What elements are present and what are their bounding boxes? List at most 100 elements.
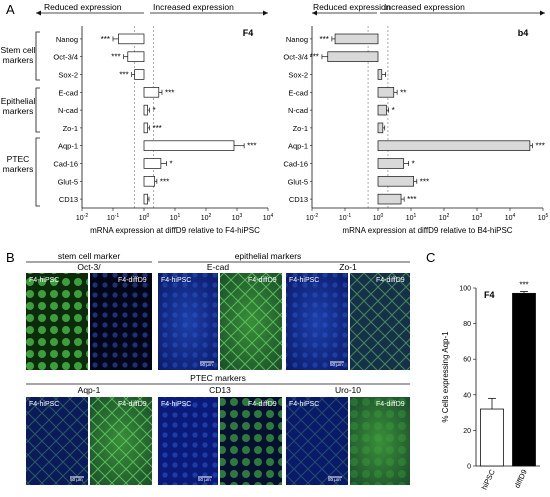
x-tick-label: 100 — [373, 213, 384, 222]
x-tick-label: 10-2 — [76, 213, 88, 222]
significance-mark: *** — [160, 177, 169, 186]
category-label: Cad-16 — [283, 160, 308, 169]
tag-diff-4: F4-diffD9 — [118, 401, 147, 408]
micro-zo1-hipsc: F4-hiPSC 50 µm — [286, 273, 348, 370]
bar — [143, 87, 160, 98]
bar — [127, 51, 145, 62]
significance-mark: *** — [535, 142, 544, 151]
significance-mark: *** — [407, 195, 416, 204]
x-tick-label: 10-1 — [339, 213, 351, 222]
significance-mark: *** — [119, 71, 128, 80]
tag-hipsc-6: F4-hiPSC — [289, 401, 319, 408]
chart-aqp1-percent: 0 20 40 60 80 100 % Cells expressing Aqp-1 F4 hi… — [441, 281, 540, 491]
x-axis-label: mRNA expression at diffD9 relative to B4… — [342, 226, 512, 235]
micro-oct-hipsc: F4-hiPSC — [26, 273, 88, 370]
ptec-marker-uro10: Uro-10 — [335, 385, 361, 395]
tag-hipsc-3: F4-hiPSC — [289, 277, 319, 284]
category-label: Nanog — [56, 35, 78, 44]
chart-title: b4 — [518, 28, 529, 38]
tag-diff-6: F4-diffD9 — [376, 401, 405, 408]
category-label: N-cad — [288, 106, 308, 115]
bar — [377, 104, 387, 116]
scale-bar-uro10: 50 µm — [328, 477, 341, 482]
significance-mark: * — [169, 160, 172, 169]
significance-mark: *** — [152, 124, 161, 133]
y-tick-label: 40 — [463, 392, 471, 399]
tag-hipsc-2: F4-hiPSC — [161, 277, 191, 284]
panel-c-label: C — [426, 250, 435, 265]
category-label: Glut-5 — [58, 177, 78, 186]
significance-mark: *** — [101, 35, 110, 44]
bar — [377, 140, 531, 151]
significance-mark: ** — [400, 88, 406, 97]
category-label: CD13 — [289, 195, 308, 204]
significance-mark: *** — [320, 35, 329, 44]
group-epi-label-1: Epithelial — [1, 96, 36, 106]
x-axis-label: mRNA expression at diffD9 relative to F4… — [90, 226, 260, 235]
y-axis-label: % Cells expressing Aqp-1 — [441, 331, 450, 423]
reduced-label-left: Reduced expression — [44, 2, 122, 12]
x-tick-label: 101 — [170, 213, 181, 222]
increased-label-left: Increased expression — [153, 2, 234, 12]
scale-bar-aqp1: 50 µm — [70, 477, 83, 482]
significance-mark: *** — [310, 53, 319, 62]
epithelial-section: epithelial markers E-cad Zo-1 F4-hiPSC 5… — [158, 251, 410, 370]
category-label: Aqp-1 — [58, 142, 78, 151]
panel-a-label: A — [6, 2, 15, 17]
micro-cd13-diff: F4-diffD9 — [220, 397, 282, 485]
category-label: Aqp-1 — [288, 142, 308, 151]
category-label: E-cad — [58, 88, 78, 97]
x-tick-label: 103 — [232, 213, 243, 222]
tag-hipsc-1: F4-hiPSC — [29, 277, 59, 284]
chart-f4-expression: F4 Nanog *** Oct-3/4 *** Sox-2 *** E-cad *** N-ca… — [53, 26, 274, 235]
bar — [377, 87, 395, 98]
direction-arrows-right: Reduced expression Increased expression — [312, 2, 545, 16]
tag-hipsc-4: F4-hiPSC — [29, 401, 59, 408]
chart-title: F4 — [484, 290, 495, 300]
x-tick-label: 10-1 — [107, 213, 119, 222]
x-tick-label: 10-2 — [306, 213, 318, 222]
micro-ecad-diff: F4-diffD9 — [220, 273, 282, 370]
bar — [143, 104, 148, 116]
category-label: Sox-2 — [288, 71, 308, 80]
epi-marker-ecad: E-cad — [207, 262, 229, 272]
category-label: Oct-3/4 — [53, 53, 78, 62]
bar — [143, 176, 155, 187]
micro-uro10-diff: F4-diffD9 — [350, 397, 410, 485]
category-label: Oct-3/4 — [283, 53, 308, 62]
category-label: N-cad — [58, 106, 78, 115]
group-ptec-label-2: markers — [3, 164, 34, 174]
ptec-marker-aqp1: Aqp-1 — [78, 385, 101, 395]
micro-aqp1-diff: F4-diffD9 — [90, 397, 152, 485]
x-tick-label: 100 — [139, 213, 150, 222]
tag-diff-5: F4-diffD9 — [248, 401, 277, 408]
panel-b-label: B — [6, 250, 15, 265]
bar — [377, 69, 383, 80]
micro-oct-diff: F4-diffD9 — [90, 273, 152, 370]
bar — [377, 122, 384, 134]
category-label: Cad-16 — [53, 160, 78, 169]
significance-mark: *** — [111, 53, 120, 62]
category-label: Glut-5 — [288, 177, 308, 186]
significance-mark: *** — [247, 142, 256, 151]
bar — [512, 292, 536, 467]
micro-aqp1-hipsc: F4-hiPSC 50 µm — [26, 397, 88, 485]
significance-mark: * — [152, 106, 155, 115]
stem-marker-label: Oct-3/ — [77, 262, 101, 272]
group-labels: Stem cell markers Epithelial markers PTE… — [1, 31, 40, 207]
significance-mark: * — [392, 106, 395, 115]
bar — [143, 140, 235, 151]
bar — [334, 33, 379, 45]
group-epi-label-2: markers — [3, 106, 34, 116]
scale-bar-zo1: 50 µm — [330, 362, 343, 367]
category-label: CD13 — [59, 195, 78, 204]
significance-mark: *** — [165, 88, 174, 97]
micro-cd13-hipsc: F4-hiPSC 50 µm — [158, 397, 218, 485]
tag-diff-1: F4-diffD9 — [118, 277, 147, 284]
x-tick-label: 102 — [201, 213, 212, 222]
ptec-header: PTEC markers — [190, 373, 246, 383]
increased-label-right: Increased expression — [384, 2, 465, 12]
category-label: Sox-2 — [58, 71, 78, 80]
micro-zo1-diff: F4-diffD9 — [350, 273, 410, 370]
